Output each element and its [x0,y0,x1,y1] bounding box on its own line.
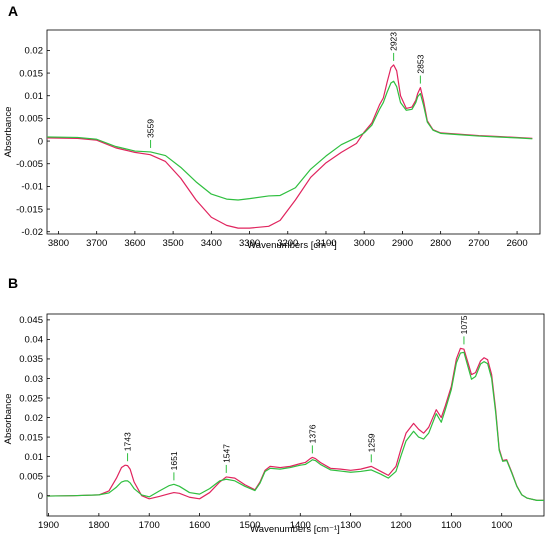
panel-b-y-tick-label: 0.045 [19,315,43,326]
panel-b-y-tick-label: 0.04 [25,335,44,346]
panel-b-y-tick-label: 0.005 [19,471,43,482]
panel-b-y-tick-label: 0.035 [19,354,43,365]
panel-b-y-tick-label: 0.02 [25,413,44,424]
panel-a-y-tick-label: 0.02 [25,46,44,57]
panel-b-y-tick-label: 0.025 [19,393,43,404]
panel-a-x-tick-label: 2700 [468,238,489,249]
panel-a-x-tick-label: 2600 [506,238,527,249]
panel-a-y-tick-label: 0 [38,136,43,147]
panel-b-x-tick-label: 1700 [139,520,160,531]
panel-b-letter: B [8,275,18,291]
panel-a-y-axis-label: Absorbance [3,107,14,158]
panel-b-x-tick-label: 1800 [88,520,109,531]
panel-a-x-tick-label: 3600 [124,238,145,249]
panel-a-series-green-line [46,80,533,201]
panel-b-y-axis-label: Absorbance [3,394,14,445]
panel-b-x-tick-label: 1100 [441,520,461,531]
panel-a-x-tick-label: 3700 [86,238,107,249]
panel-b-peak-label: 1075 [459,315,469,334]
panel-a-x-tick-label: 3400 [201,238,222,249]
panel-a-series [46,64,533,229]
panel-a-chart: A 3559 2923 2853 0.02 0.015 0.01 0.005 0 -0.005… [3,3,541,251]
panel-a-y-tick-label: -0.015 [16,204,43,215]
panel-a-peak-label: 2923 [389,32,399,51]
panel-a-x-tick-label: 3000 [354,238,375,249]
panel-b-series-green-line [46,351,544,501]
panel-b-series-red-line [46,347,544,501]
panel-b-x-tick-label: 1600 [189,520,210,531]
panel-a-x-tick-label: 3800 [48,238,69,249]
panel-a-x-tick-label: 3300 [239,238,260,249]
panel-a-plot-frame [46,29,541,235]
panel-b-y-ticks: 0.045 0.04 0.035 0.03 0.025 0.02 0.015 0.01 0.00… [19,315,50,502]
panel-a-annotations: 3559 2923 2853 [146,32,425,148]
panel-b-y-tick-label: 0.015 [19,432,43,443]
panel-b-x-axis-label: Wavenumbers [cm⁻¹] [250,524,340,535]
panel-b-x-ticks: 1900 1800 1700 1600 1500 1400 1300 1200 1100 1000 [38,513,512,531]
panel-b-peak-label: 1376 [307,424,317,443]
panel-a-y-tick-label: 0.01 [25,91,44,102]
panel-a-x-tick-label: 2800 [430,238,451,249]
panel-a-letter: A [8,3,18,19]
panel-b-x-tick-label: 1000 [491,520,512,531]
panel-a-x-ticks: 3800 3700 3600 3500 3400 3300 3200 3100 3000 2900… [48,231,528,249]
panel-b-y-tick-label: 0.01 [25,452,44,463]
panel-b-chart: B 1743 1651 1547 1376 1259 1075 0.045 0.04 0.03… [3,275,545,535]
panel-a-peak-label: 2853 [415,54,425,73]
panel-b-x-tick-label: 1200 [390,520,411,531]
panel-b-y-tick-label: 0 [38,491,43,502]
panel-a-x-axis-label: Wavenumbers [cm⁻¹] [247,240,337,251]
panel-a-x-tick-label: 3200 [277,238,298,249]
panel-a-y-tick-label: -0.01 [21,182,43,193]
panel-a-x-tick-label: 2900 [392,238,413,249]
panel-b-peak-label: 1743 [123,432,133,451]
panel-a-peak-label: 3559 [146,119,156,138]
panel-b-x-tick-label: 1500 [239,520,260,531]
panel-b-x-tick-label: 1400 [290,520,311,531]
panel-b-peak-label: 1651 [169,451,179,470]
panel-a-y-tick-label: -0.005 [16,159,43,170]
panel-a-y-tick-label: 0.005 [19,114,43,125]
panel-a-x-tick-label: 3500 [163,238,184,249]
panel-b-x-tick-label: 1300 [340,520,361,531]
panel-b-plot-frame [46,313,545,517]
panel-b-x-tick-label: 1900 [38,520,59,531]
panel-b-peak-label: 1547 [221,444,231,463]
panel-b-series [46,347,544,501]
panel-a-series-red-line [46,64,533,229]
panel-a-y-ticks: 0.02 0.015 0.01 0.005 0 -0.005 -0.01 -0.015 -0.0… [16,46,50,238]
panel-b-peak-label: 1259 [366,433,376,452]
panel-b-y-tick-label: 0.03 [25,374,44,385]
panel-a-y-tick-label: -0.02 [21,227,43,238]
panel-a-y-tick-label: 0.015 [19,68,43,79]
panel-a-x-tick-label: 3100 [315,238,336,249]
panel-b-annotations: 1743 1651 1547 1376 1259 1075 [123,315,469,481]
